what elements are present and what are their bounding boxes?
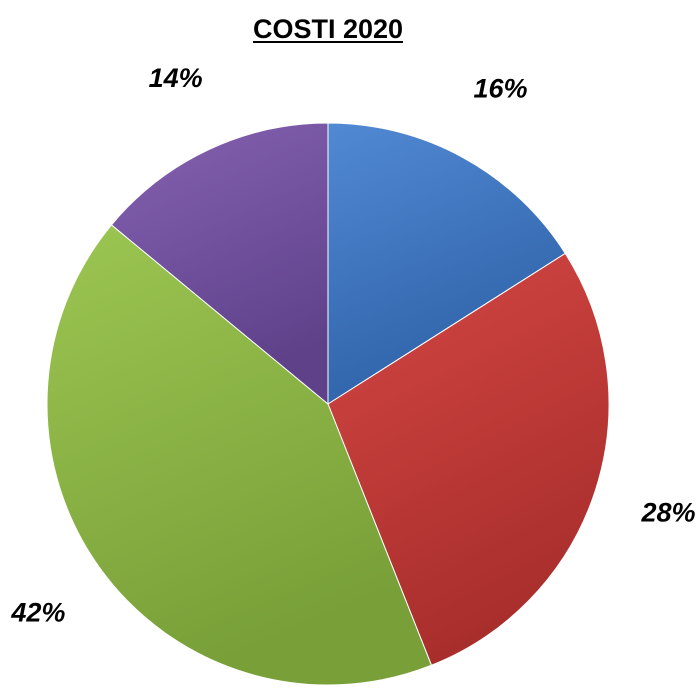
pie-label-28pct: 28% (640, 498, 695, 528)
pie-label-14pct: 14% (149, 63, 203, 93)
pie-slice-28pct (327, 252, 610, 666)
pie-slice-42pct (46, 224, 433, 686)
pie-labels: 16% 28% 42% 14% (10, 63, 695, 627)
pie-label-42pct: 42% (10, 598, 65, 628)
chart-title: COSTI 2020 (252, 14, 404, 44)
pie-slice-16pct (327, 122, 566, 405)
pie-slices (46, 122, 610, 686)
pie-slice-14pct (110, 122, 329, 406)
pie-label-16pct: 16% (473, 73, 527, 103)
